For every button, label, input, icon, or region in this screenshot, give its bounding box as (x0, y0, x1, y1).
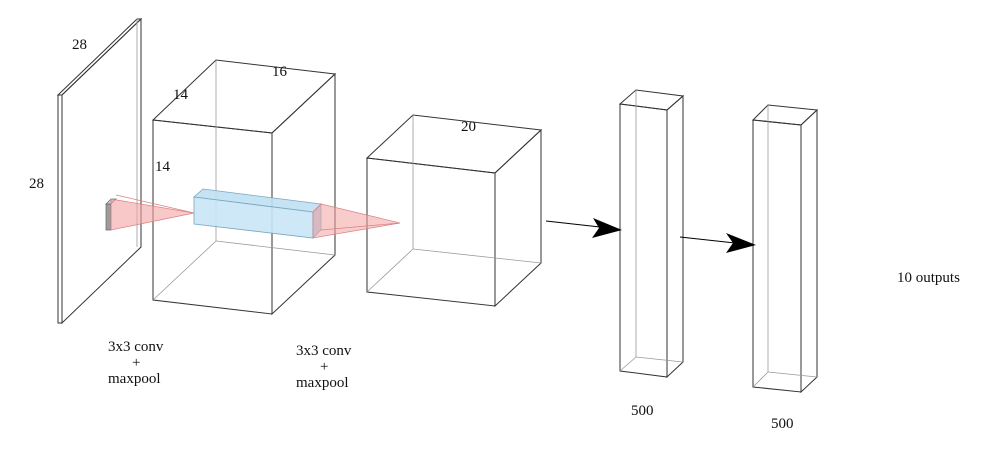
conv2-op-line-1: 3x3 conv (296, 343, 352, 359)
arrow-to-fc2 (679, 233, 756, 253)
conv1-op-line-1: 3x3 conv (108, 339, 164, 355)
conv1-op-line-2: + (132, 355, 140, 371)
block1-height-label: 14 (155, 159, 171, 175)
fc2-units-label: 500 (771, 416, 794, 432)
fc1-units-label: 500 (631, 403, 654, 419)
fc-layer-2 (751, 104, 819, 394)
arrow-to-fc1 (545, 218, 622, 238)
conv-block-2 (365, 114, 543, 308)
conv1-operation-label: 3x3 conv + maxpool (108, 339, 164, 387)
conv2-operation-label: 3x3 conv + maxpool (296, 343, 352, 391)
receptive-field-cone-1 (110, 194, 195, 231)
input-width-label: 28 (72, 37, 87, 53)
conv1-op-line-3: maxpool (108, 371, 161, 387)
fc-layer-1 (618, 89, 685, 379)
input-height-label: 28 (29, 176, 44, 192)
kernel-block-1 (193, 188, 322, 239)
block1-width-label: 14 (173, 87, 189, 103)
conv-block-1 (151, 59, 337, 316)
receptive-field-cone-2 (312, 203, 401, 239)
conv2-op-line-2: + (320, 359, 328, 375)
block1-depth-label: 16 (272, 64, 288, 80)
input-layer (56, 17, 143, 325)
conv2-op-line-3: maxpool (296, 375, 349, 391)
output-label: 10 outputs (897, 270, 960, 286)
block2-depth-label: 20 (461, 119, 476, 135)
